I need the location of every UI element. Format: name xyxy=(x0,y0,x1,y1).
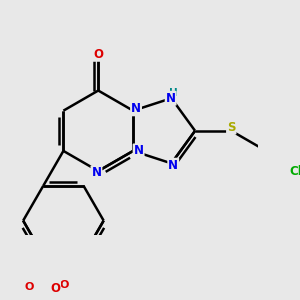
Text: H: H xyxy=(169,88,178,98)
Text: O: O xyxy=(60,280,69,290)
Text: N: N xyxy=(166,92,176,105)
Text: O: O xyxy=(24,282,33,292)
Text: N: N xyxy=(168,159,178,172)
Text: S: S xyxy=(227,121,236,134)
Text: O: O xyxy=(93,48,103,61)
Text: N: N xyxy=(131,102,141,115)
Text: Cl: Cl xyxy=(290,165,300,178)
Text: N: N xyxy=(92,167,101,179)
Text: O: O xyxy=(50,282,60,295)
Text: N: N xyxy=(134,144,144,158)
